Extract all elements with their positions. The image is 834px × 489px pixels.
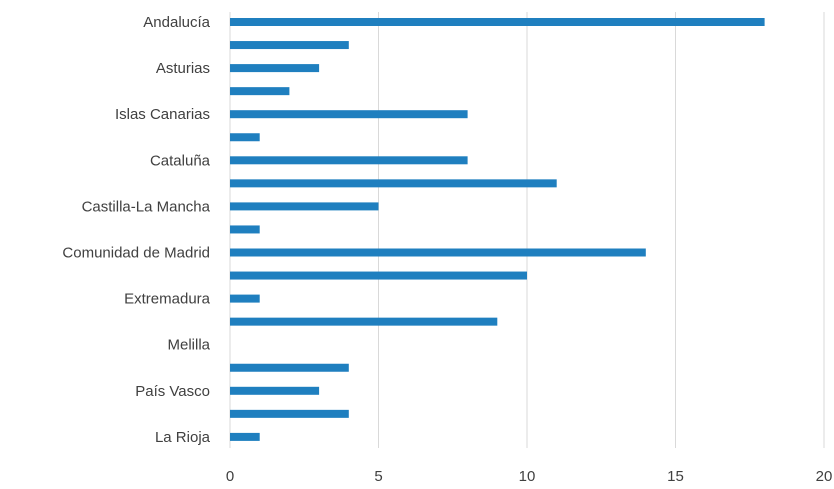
bar <box>230 432 260 441</box>
bar <box>230 248 646 257</box>
bar <box>230 133 260 142</box>
bar <box>230 271 527 280</box>
bar <box>230 179 557 188</box>
x-axis-tick-labels: 0 5 10 15 20 <box>226 468 833 485</box>
category-label: Comunidad de Madrid <box>62 245 210 262</box>
category-label: Melilla <box>167 337 210 354</box>
bar <box>230 294 260 303</box>
category-label: Extremadura <box>124 291 211 308</box>
category-label: Islas Canarias <box>115 106 210 123</box>
x-tick-label: 15 <box>667 468 684 485</box>
x-tick-label: 5 <box>374 468 382 485</box>
x-tick-label: 0 <box>226 468 234 485</box>
bar <box>230 363 349 372</box>
category-label: País Vasco <box>135 383 210 400</box>
category-labels: Andalucía Asturias Islas Canarias Cataluña C… <box>62 14 210 446</box>
bar <box>230 202 379 211</box>
category-label: Castilla-La Mancha <box>82 198 211 215</box>
grid-lines <box>229 12 825 448</box>
bar <box>230 386 320 395</box>
bar <box>230 317 498 326</box>
bar <box>230 156 468 165</box>
bar <box>230 64 320 73</box>
category-label: Andalucía <box>143 14 210 31</box>
x-tick-label: 20 <box>816 468 833 485</box>
category-label: Asturias <box>156 60 210 77</box>
x-tick-label: 10 <box>519 468 536 485</box>
bar <box>230 18 765 26</box>
bar <box>230 41 349 50</box>
bar <box>230 110 468 119</box>
category-label: La Rioja <box>155 429 211 446</box>
bar <box>230 87 290 96</box>
bar <box>230 409 349 418</box>
category-label: Cataluña <box>150 152 211 169</box>
bars <box>230 18 765 441</box>
bar <box>230 225 260 234</box>
